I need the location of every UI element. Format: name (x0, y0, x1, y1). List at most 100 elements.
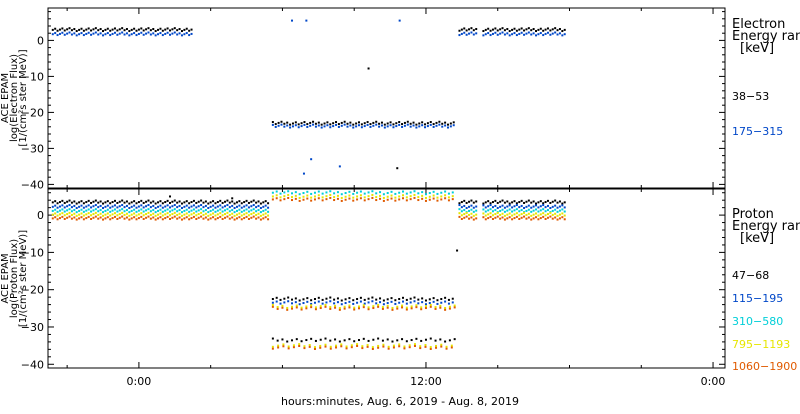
proton-series-4-point (209, 217, 212, 220)
proton-series-3-point (295, 304, 298, 307)
electron-series-0-point (166, 27, 169, 30)
proton-series-4-point (247, 217, 250, 220)
proton-series-0-point (503, 201, 506, 204)
proton-series-3-point (344, 195, 347, 198)
proton-series-1-point (128, 207, 131, 210)
electron-series-1-point (133, 32, 136, 35)
electron-series-1-point (68, 31, 71, 34)
proton-series-4-point (359, 197, 362, 200)
proton-series-3-point (308, 344, 311, 347)
proton-series-1-point (421, 301, 424, 304)
electron-series-0-point (449, 122, 452, 125)
proton-series-0-point (106, 200, 109, 203)
electron-series-1-point (51, 33, 54, 36)
proton-series-1-point (460, 206, 463, 209)
electron-series-1-point (130, 33, 133, 36)
proton-series-2-point (551, 209, 554, 212)
proton-series-1-point (447, 302, 450, 305)
electron-series-1-point (518, 32, 521, 35)
electron-series-0-point (309, 121, 312, 124)
proton-series-0-point (344, 298, 347, 301)
electron-series-1-point (491, 32, 494, 35)
proton-series-4-point (80, 216, 83, 219)
electron-series-0-point (320, 123, 323, 126)
proton-series-1-point (310, 302, 313, 305)
electron-series-0-point (465, 29, 468, 32)
proton-series-0-point (97, 201, 100, 204)
proton-series-0-point (271, 337, 274, 340)
proton-series-0-point (197, 200, 200, 203)
proton-series-3-point (556, 214, 559, 217)
proton-series-2-point (82, 210, 85, 213)
proton-series-3-point (104, 213, 107, 216)
proton-series-3-point (200, 211, 203, 214)
proton-series-4-point (282, 345, 285, 348)
proton-series-0-point (413, 296, 416, 299)
proton-series-3-point (180, 214, 183, 217)
proton-series-4-point (410, 307, 413, 310)
electron-series-0-point (70, 29, 73, 32)
proton-series-4-point (123, 217, 126, 220)
proton-series-1-point (75, 207, 78, 210)
proton-series-3-point (445, 345, 448, 348)
proton-series-1-point (192, 204, 195, 207)
proton-series-2-point (294, 191, 297, 194)
electron-series-0-point (424, 123, 427, 126)
proton-series-2-point (195, 210, 198, 213)
electron-series-0-point (363, 122, 366, 125)
proton-series-4-point (340, 199, 343, 202)
proton-series-0-point (58, 201, 61, 204)
electron-series-0-point (142, 29, 145, 32)
proton-series-0-point (255, 201, 258, 204)
electron-series-0-point (335, 121, 338, 124)
proton-series-1-point (325, 301, 328, 304)
proton-series-2-point (118, 209, 121, 212)
proton-series-4-point (440, 198, 443, 201)
proton-series-0-point (372, 338, 375, 341)
electron-series-1-point (468, 32, 471, 35)
proton-series-0-point (532, 200, 535, 203)
proton-series-3-point (470, 212, 473, 215)
proton-series-4-point (310, 306, 313, 309)
proton-series-3-point (313, 195, 316, 198)
proton-series-3-point (90, 214, 93, 217)
proton-series-3-point (451, 195, 454, 198)
proton-series-0-point (70, 201, 73, 204)
electron-series-0-point (525, 28, 528, 31)
electron-series-1-point (506, 32, 509, 35)
electron-series-0-point (444, 121, 447, 124)
electron-series-0-point (73, 28, 76, 31)
proton-series-1-point (298, 303, 301, 306)
electron-series-1-point (109, 34, 112, 37)
proton-series-2-point (287, 190, 290, 193)
proton-series-3-point (539, 213, 542, 216)
proton-series-2-point (216, 209, 219, 212)
proton-series-4-point (551, 217, 554, 220)
proton-series-4-point (130, 217, 133, 220)
proton-series-4-point (180, 218, 183, 221)
proton-series-1-point (145, 205, 148, 208)
proton-series-1-point (245, 204, 248, 207)
proton-series-0-point (527, 199, 530, 202)
electron-series-1-point (369, 125, 372, 128)
proton-ytick-label: −40 (21, 358, 44, 371)
proton-series-4-point (515, 215, 518, 218)
proton-series-0-point (113, 199, 116, 202)
proton-series-4-point (335, 346, 338, 349)
proton-series-2-point (405, 192, 408, 195)
proton-series-0-point (271, 298, 274, 301)
electron-series-1-point (527, 31, 530, 34)
proton-series-1-point (178, 204, 181, 207)
proton-series-0-point (391, 340, 394, 343)
electron-series-1-point (190, 32, 193, 35)
proton-series-2-point (224, 209, 227, 212)
proton-series-4-point (491, 217, 494, 220)
electron-series-0-point (75, 30, 78, 33)
proton-series-3-point (409, 195, 412, 198)
electron-series-0-point (544, 28, 547, 31)
proton-series-2-point (537, 210, 540, 213)
proton-series-3-point (377, 303, 380, 306)
proton-series-1-point (432, 300, 435, 303)
proton-series-3-point (410, 305, 413, 308)
proton-series-4-point (154, 218, 157, 221)
